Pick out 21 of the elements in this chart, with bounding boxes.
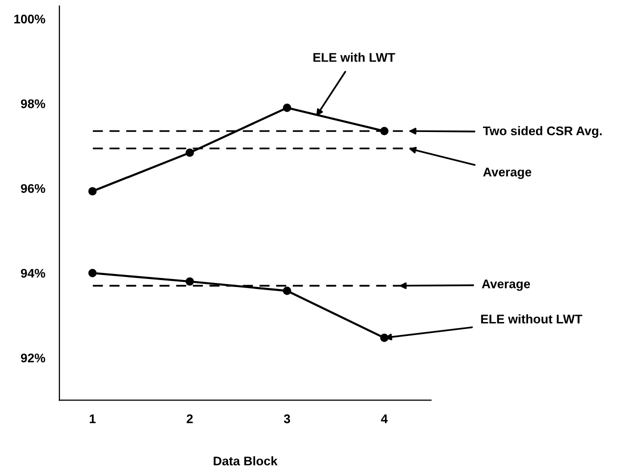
x-tick-label: 4 <box>381 414 388 424</box>
x-tick-label: 2 <box>186 414 193 424</box>
y-tick-label: 92% <box>20 354 46 362</box>
annotation: Average <box>482 280 530 291</box>
annotation: ELE without LWT <box>481 314 582 324</box>
x-axis-title: Data Block <box>214 456 278 466</box>
y-tick-label: 94% <box>20 268 46 278</box>
annotation: Two sided CSR Avg. <box>482 126 602 138</box>
point <box>88 187 97 196</box>
x-tick-label: 3 <box>284 414 290 424</box>
y-tick-label: 96% <box>20 184 46 193</box>
point <box>282 104 292 112</box>
point <box>88 268 97 278</box>
point <box>282 286 292 295</box>
point <box>186 277 194 286</box>
annotation: ELE with LWT <box>313 52 396 62</box>
x-tick-label: 1 <box>90 414 96 424</box>
y-tick-label: 98% <box>20 99 46 108</box>
point <box>186 148 194 157</box>
y-tick-label: 100% <box>14 14 46 24</box>
annotation: Average <box>483 168 532 179</box>
